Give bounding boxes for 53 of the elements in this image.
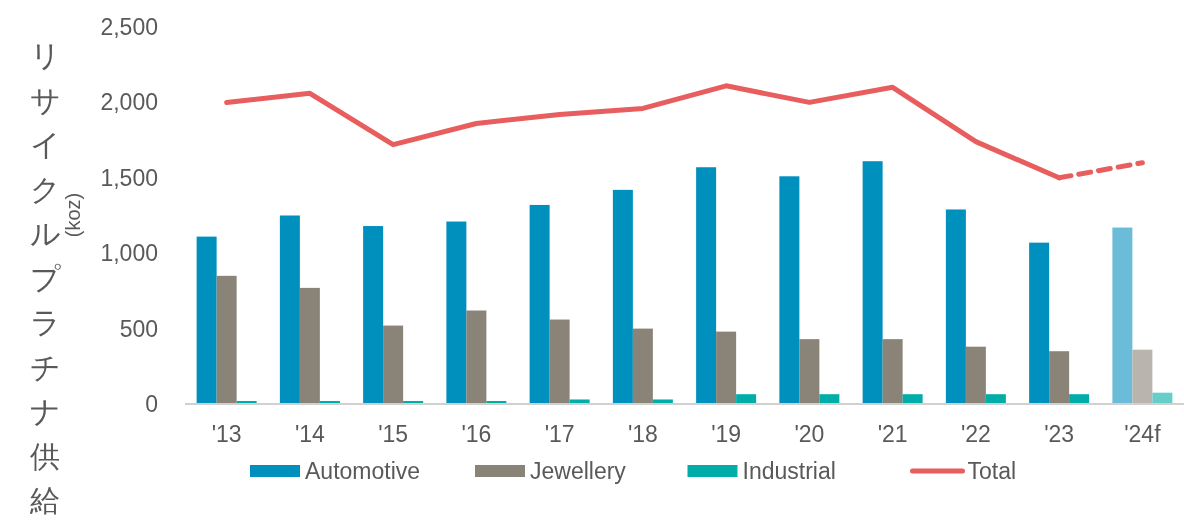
bar bbox=[363, 226, 384, 404]
bar bbox=[279, 215, 300, 404]
y-tick-label: 2,000 bbox=[100, 89, 158, 116]
bar bbox=[446, 221, 467, 404]
y-tick-label: 1,000 bbox=[100, 240, 158, 267]
bar bbox=[882, 339, 903, 404]
x-tick-label: '24f bbox=[1124, 421, 1162, 447]
x-tick-label: '18 bbox=[627, 421, 658, 447]
x-tick-label: '22 bbox=[960, 421, 991, 447]
bar bbox=[799, 339, 820, 404]
bar bbox=[736, 394, 757, 404]
x-tick-label: '20 bbox=[794, 421, 825, 447]
bar bbox=[902, 394, 923, 404]
x-tick-label: '15 bbox=[378, 421, 409, 447]
bar bbox=[632, 328, 653, 404]
legend-label: Industrial bbox=[742, 458, 836, 484]
legend-label: Total bbox=[967, 458, 1017, 484]
y-tick-label: 500 bbox=[119, 315, 158, 342]
legend-label: Jewellery bbox=[530, 458, 627, 484]
bar bbox=[383, 325, 404, 404]
text: リサイクルプラチナ供給 bbox=[29, 38, 61, 518]
text: (koz) bbox=[62, 192, 84, 238]
bar bbox=[716, 331, 737, 404]
bar bbox=[612, 189, 633, 404]
legend-label: Automotive bbox=[305, 458, 421, 484]
x-tick-label: '13 bbox=[211, 421, 242, 447]
bar bbox=[1069, 394, 1090, 404]
bar bbox=[529, 204, 550, 404]
bar bbox=[196, 236, 217, 404]
bar bbox=[1132, 349, 1153, 404]
y-tick-label: 0 bbox=[145, 391, 158, 418]
bar bbox=[1049, 351, 1070, 404]
x-tick-label: '14 bbox=[294, 421, 326, 447]
x-tick-label: '21 bbox=[877, 421, 908, 447]
bar bbox=[862, 161, 883, 404]
bar bbox=[299, 287, 320, 404]
x-tick-label: '17 bbox=[544, 421, 575, 447]
x-tick-label: '23 bbox=[1044, 421, 1075, 447]
bar bbox=[965, 346, 986, 404]
bar bbox=[985, 394, 1006, 404]
bar bbox=[779, 176, 800, 404]
bar bbox=[1029, 242, 1050, 404]
bar bbox=[466, 310, 487, 404]
y-tick-label: 2,500 bbox=[100, 14, 158, 41]
bar bbox=[549, 319, 570, 404]
bar bbox=[819, 394, 840, 404]
bar bbox=[696, 167, 717, 404]
bar bbox=[945, 209, 966, 404]
y-tick-label: 1,500 bbox=[100, 164, 158, 191]
x-tick-label: '16 bbox=[461, 421, 492, 447]
x-tick-label: '19 bbox=[711, 421, 742, 447]
bar bbox=[1112, 227, 1133, 404]
bar bbox=[216, 275, 237, 404]
